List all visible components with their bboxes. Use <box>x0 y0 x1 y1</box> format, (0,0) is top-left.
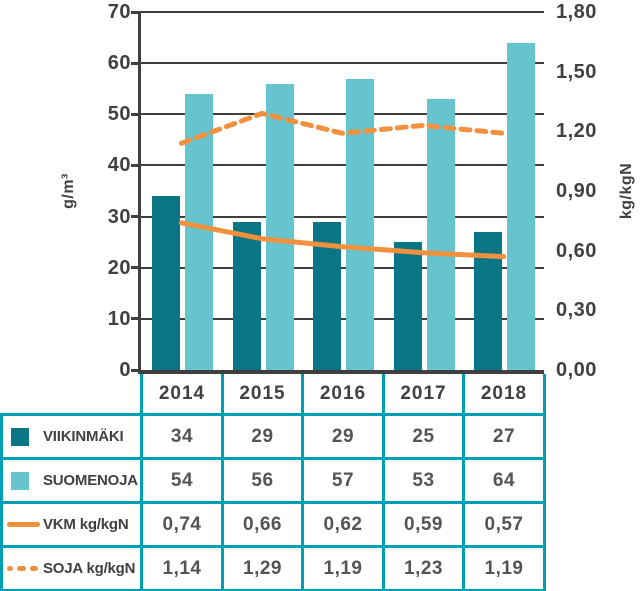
value-cell-2015: 1,29 <box>221 545 304 591</box>
legend-cell: SOJA kg/kgN <box>0 545 143 591</box>
table-row: VIIKINMÄKI 34 29 29 25 27 <box>0 413 546 460</box>
value-cell-2015: 56 <box>221 457 304 504</box>
right-axis-tick-label: 1,20 <box>556 120 597 143</box>
value-cell-2014: 34 <box>140 413 224 460</box>
gridline <box>141 62 544 65</box>
left-axis-ticks: 0 10 20 30 40 50 60 70 <box>0 1 131 381</box>
value-cell-2017: 25 <box>382 413 465 460</box>
gridline <box>141 11 544 13</box>
axis-tick <box>131 112 141 116</box>
value-cell-2015: 29 <box>221 413 304 460</box>
year-header-2018: 2018 <box>462 374 546 416</box>
axis-tick <box>131 266 141 270</box>
year-header-2014: 2014 <box>140 374 224 416</box>
year-header-2017: 2017 <box>382 374 465 416</box>
year-header-2016: 2016 <box>301 374 385 416</box>
legend-label: VIIKINMÄKI <box>43 428 124 445</box>
line-soja <box>178 110 507 146</box>
solid-line-icon <box>7 522 40 527</box>
value-cell-2018: 1,19 <box>462 545 546 591</box>
left-axis-tick-label: 60 <box>107 52 131 75</box>
axis-tick <box>131 61 141 65</box>
legend-label: SOJA kg/kgN <box>43 560 136 577</box>
bar-suomenoja-2018 <box>507 42 536 370</box>
right-axis-tick-label: 1,50 <box>556 60 597 83</box>
value-cell-2017: 1,23 <box>382 545 465 591</box>
left-axis-tick-label: 10 <box>107 307 131 330</box>
table-header: 2014 2015 2016 2017 2018 <box>1 374 546 416</box>
bar-viikinmäki-2014 <box>152 196 180 370</box>
value-cell-2016: 1,19 <box>301 545 385 591</box>
bar-suomenoja-2017 <box>426 98 455 370</box>
legend-label: SUOMENOJA <box>43 472 138 489</box>
line-layer <box>178 110 507 260</box>
data-table: 2014 2015 2016 2017 2018 VIIKINMÄKI 34 29 29 25 2… <box>0 374 546 591</box>
suomenoja-swatch-icon <box>11 471 29 490</box>
plot-area <box>131 10 544 374</box>
right-axis-tick-label: 0,30 <box>556 299 597 322</box>
table-row: SOJA kg/kgN 1,14 1,29 1,19 1,23 1,19 <box>0 545 546 591</box>
line-vkm <box>178 220 507 260</box>
left-axis-tick-label: 40 <box>107 154 131 177</box>
legend-cell: VKM kg/kgN <box>0 501 143 548</box>
gridline <box>141 317 544 320</box>
value-cell-2018: 27 <box>462 413 546 460</box>
value-cell-2014: 1,14 <box>140 545 224 591</box>
gridline <box>141 266 544 269</box>
year-header-2015: 2015 <box>221 374 304 416</box>
table-row: SUOMENOJA 54 56 57 53 64 <box>0 457 546 504</box>
bar-viikinmäki-2017 <box>393 242 422 370</box>
gridline <box>141 113 544 116</box>
gridline <box>141 215 544 218</box>
table-header-row: 2014 2015 2016 2017 2018 <box>1 374 546 416</box>
left-axis-tick-label: 50 <box>107 103 131 126</box>
legend-label: VKM kg/kgN <box>43 516 129 533</box>
right-axis-tick-label: 0,00 <box>556 359 597 381</box>
right-axis-ticks: 0,00 0,30 0,60 0,90 1,20 1,50 1,80 <box>556 1 640 381</box>
axis-tick <box>131 215 141 219</box>
value-cell-2016: 57 <box>301 457 385 504</box>
left-axis-tick-label: 20 <box>107 256 131 279</box>
axis-tick <box>131 317 141 321</box>
legend-cell: VIIKINMÄKI <box>0 413 143 460</box>
legend-cell: SUOMENOJA <box>0 457 143 504</box>
right-axis-tick-label: 1,80 <box>556 1 597 23</box>
value-cell-2014: 54 <box>140 457 224 504</box>
left-axis-tick-label: 0 <box>119 359 131 381</box>
left-axis-tick-label: 70 <box>107 1 131 23</box>
bar-suomenoja-2016 <box>346 78 375 370</box>
axis-tick <box>131 368 141 372</box>
right-axis-tick-label: 0,90 <box>556 180 597 202</box>
bar-viikinmäki-2015 <box>232 221 261 370</box>
bar-suomenoja-2015 <box>265 83 294 370</box>
axis-tick <box>131 163 141 167</box>
value-cell-2018: 0,57 <box>462 501 546 548</box>
left-axis-tick-label: 30 <box>107 205 131 228</box>
value-cell-2017: 0,59 <box>382 501 465 548</box>
value-cell-2017: 53 <box>382 457 465 504</box>
table-corner-cell <box>1 374 143 416</box>
value-cell-2016: 29 <box>301 413 385 460</box>
right-axis-tick-label: 0,60 <box>556 239 597 262</box>
axis-tick <box>131 10 141 14</box>
value-cell-2016: 0,62 <box>301 501 385 548</box>
gridline <box>141 164 544 167</box>
viikinmaki-swatch-icon <box>11 427 29 446</box>
value-cell-2018: 64 <box>462 457 546 504</box>
table-row: VKM kg/kgN 0,74 0,66 0,62 0,59 0,57 <box>0 501 546 548</box>
value-cell-2014: 0,74 <box>140 501 224 548</box>
dashed-line-icon <box>7 566 38 571</box>
value-cell-2015: 0,66 <box>221 501 304 548</box>
table-body: VIIKINMÄKI 34 29 29 25 27 SUOMENOJA 54 56 57 53 64 V… <box>0 413 546 591</box>
